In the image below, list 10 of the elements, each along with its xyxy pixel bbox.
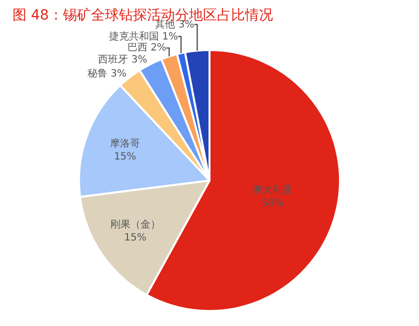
data-label: 58%	[262, 198, 284, 210]
data-label: 15%	[114, 152, 136, 163]
slice-label: 秘鲁 3%	[87, 68, 127, 80]
slice-label: 摩洛哥	[110, 138, 140, 150]
slice-label: 西班牙 3%	[98, 53, 148, 66]
slice-label: 巴西 2%	[127, 42, 166, 54]
slice-label: 捷克共和国 1%	[108, 30, 178, 42]
slice-label: 澳大利亚	[252, 184, 293, 196]
slice-label: 刚果（金）	[110, 218, 160, 230]
data-label: 15%	[124, 232, 146, 244]
